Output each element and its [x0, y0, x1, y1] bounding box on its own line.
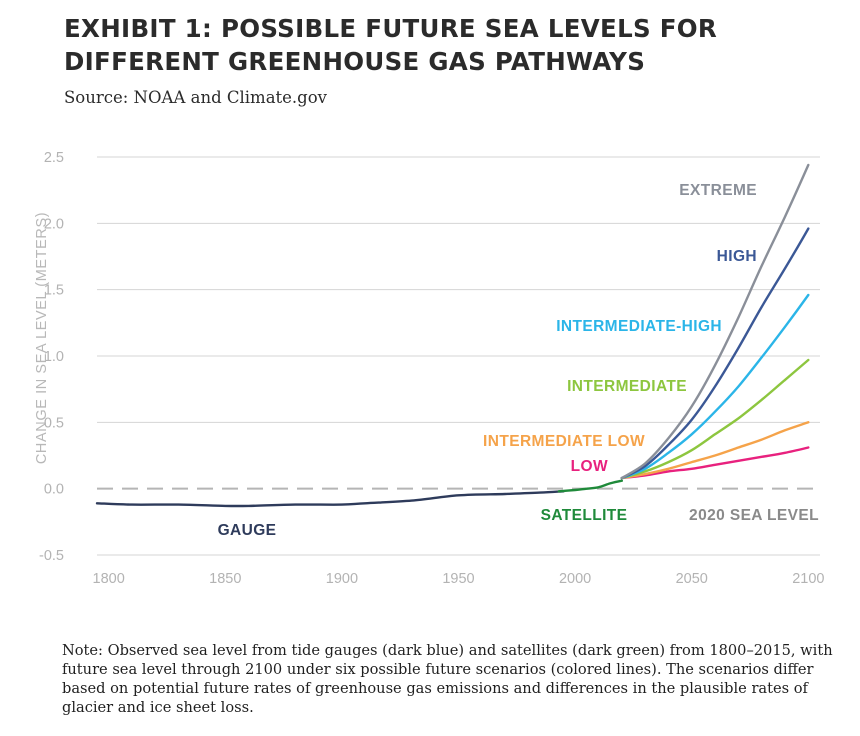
- y-tick-label: 0.0: [44, 482, 64, 498]
- series-line-extreme: [620, 163, 810, 480]
- series-line-low: [620, 446, 810, 480]
- chart-title: EXHIBIT 1: POSSIBLE FUTURE SEA LEVELS FO…: [64, 14, 718, 76]
- y-tick-label: -0.5: [39, 548, 64, 564]
- series-line-high: [620, 227, 810, 480]
- reference-line-label: 2020 SEA LEVEL: [689, 507, 819, 524]
- series-line-intermediate: [620, 358, 810, 480]
- x-tick-label: 1800: [93, 571, 125, 587]
- reference-layer: 2020 SEA LEVEL: [97, 487, 820, 524]
- ticks-layer: 2.5 2.0 1.5 1.0 0.5 0.0 -0.5 1800 1850 1900 1950 20…: [39, 150, 824, 587]
- sea-level-chart: 2.5 2.0 1.5 1.0 0.5 0.0 -0.5 1800 1850 1900 1950 20…: [34, 150, 824, 587]
- series-label-intermediate: INTERMEDIATE: [567, 378, 687, 395]
- y-tick-label: 1.0: [44, 349, 64, 365]
- x-tick-label: 1950: [442, 571, 474, 587]
- series-label-intermediate-high: INTERMEDIATE-HIGH: [556, 318, 722, 335]
- series-label-gauge: GAUGE: [218, 522, 277, 539]
- chart-note: Note: Observed sea level from tide gauge…: [62, 642, 833, 716]
- series-line-gauge: [95, 490, 565, 508]
- series-line-intermediate-low: [620, 421, 810, 480]
- series-line-intermediate-high: [620, 293, 810, 480]
- series-line-satellite: [557, 479, 623, 493]
- y-tick-label: 0.5: [44, 415, 64, 431]
- series-labels-layer: GAUGE SATELLITE LOW INTERMEDIATE LOW INTERME…: [218, 182, 757, 539]
- series-layer: [95, 163, 810, 508]
- x-tick-label: 2050: [676, 571, 708, 587]
- series-label-high: HIGH: [717, 248, 757, 265]
- y-tick-label: 2.0: [44, 216, 64, 232]
- x-tick-label: 2100: [792, 571, 824, 587]
- x-tick-label: 2000: [559, 571, 591, 587]
- x-tick-label: 1900: [326, 571, 358, 587]
- series-label-satellite: SATELLITE: [541, 507, 628, 524]
- y-tick-label: 1.5: [44, 283, 64, 299]
- x-tick-label: 1850: [209, 571, 241, 587]
- y-tick-label: 2.5: [44, 150, 64, 166]
- y-axis-label: CHANGE IN SEA LEVEL (METERS): [34, 212, 50, 464]
- series-label-low: LOW: [571, 458, 608, 475]
- grid-layer: [97, 156, 820, 556]
- series-label-intermediate-low: INTERMEDIATE LOW: [483, 433, 645, 450]
- chart-subtitle: Source: NOAA and Climate.gov: [64, 88, 327, 107]
- series-label-extreme: EXTREME: [679, 182, 757, 199]
